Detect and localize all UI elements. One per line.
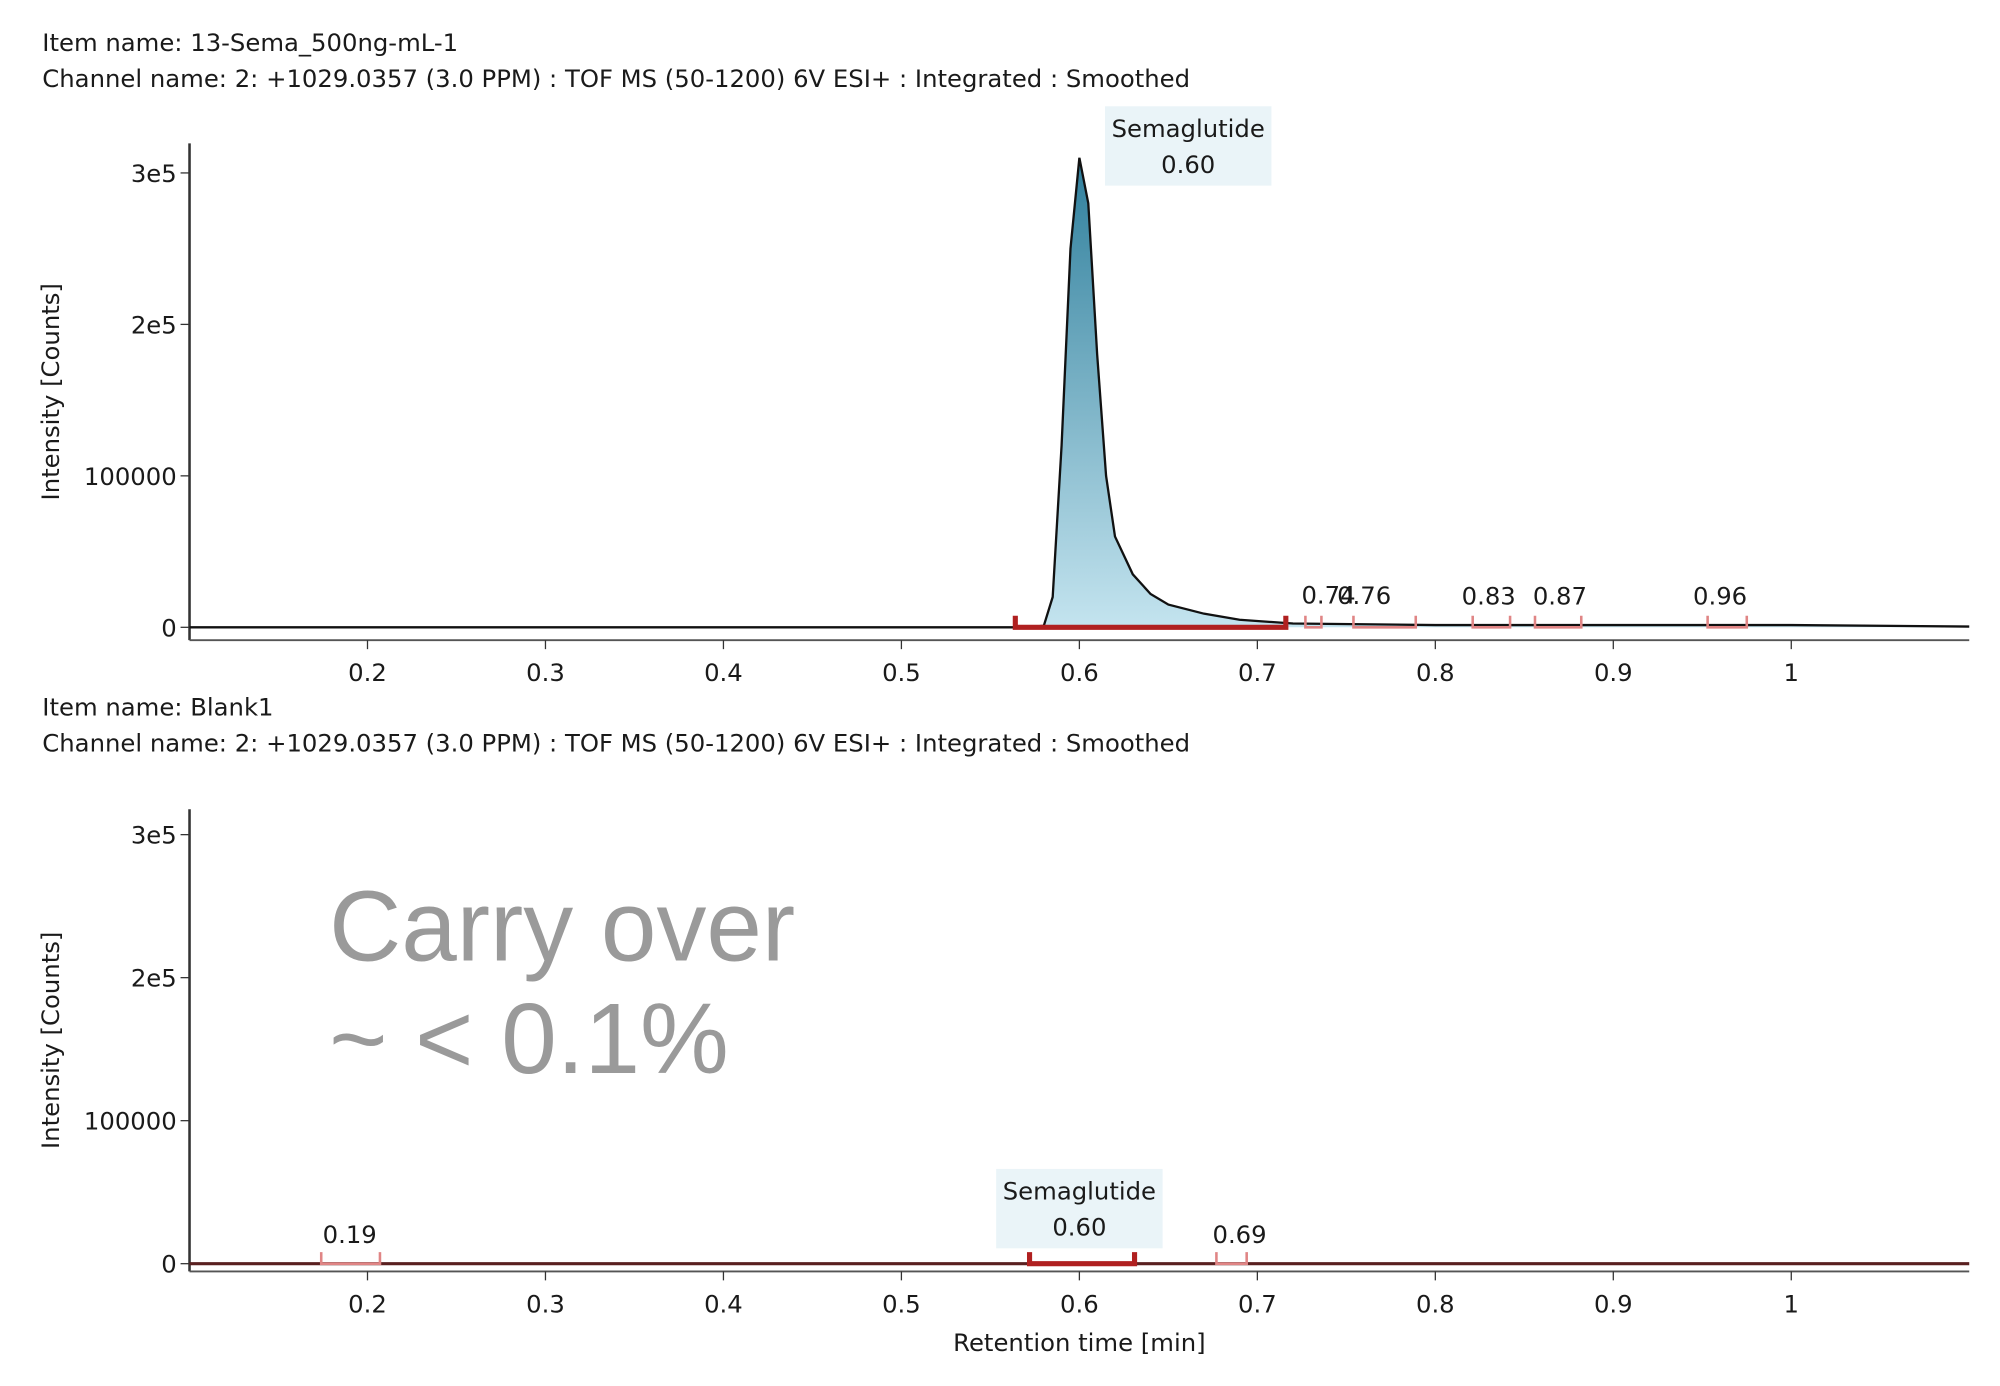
x-tick-label: 1 <box>1784 1289 1799 1318</box>
x-tick-label: 0.3 <box>526 658 565 687</box>
y-tick-label: 2e5 <box>131 964 177 993</box>
x-tick-label: 0.2 <box>348 1289 387 1318</box>
peak-rt-label: 0.60 <box>1161 150 1215 179</box>
peak-rt-label: 0.83 <box>1462 582 1516 611</box>
integration-bar <box>1471 615 1512 629</box>
peak-rt-label: 0.87 <box>1533 582 1587 611</box>
y-tick-label: 2e5 <box>131 310 177 339</box>
peak-rt-label: 0.69 <box>1212 1220 1266 1249</box>
x-tick-label: 0.5 <box>882 658 921 687</box>
x-tick-label: 0.9 <box>1594 658 1633 687</box>
x-axis-label: Retention time [min] <box>953 1328 1205 1357</box>
peak-rt-label: 0.96 <box>1693 582 1747 611</box>
y-axis-label: Intensity [Counts] <box>36 283 65 500</box>
x-tick-label: 0.5 <box>882 1289 921 1318</box>
x-tick-label: 0.9 <box>1594 1289 1633 1318</box>
integration-bar <box>1706 615 1749 629</box>
integration-bar <box>319 1252 382 1265</box>
peak-label-box <box>996 1168 1163 1249</box>
compound-name: Semaglutide <box>1003 1177 1156 1206</box>
y-axis-label: Intensity [Counts] <box>36 932 65 1149</box>
y-tick-label: 100000 <box>84 462 177 491</box>
compound-name: Semaglutide <box>1112 114 1265 143</box>
y-tick-label: 3e5 <box>131 821 177 850</box>
x-tick-label: 1 <box>1784 658 1799 687</box>
peak-rt-label: 0.19 <box>323 1220 377 1249</box>
peak-rt-label: 0.76 <box>1337 581 1391 610</box>
x-tick-label: 0.2 <box>348 658 387 687</box>
y-tick-label: 3e5 <box>131 159 177 188</box>
peak-rt-label: 0.60 <box>1052 1213 1106 1242</box>
x-tick-label: 0.8 <box>1416 658 1455 687</box>
integration-bar <box>1012 615 1289 630</box>
x-tick-label: 0.6 <box>1060 1289 1099 1318</box>
x-tick-label: 0.7 <box>1238 658 1277 687</box>
item-name: Item name: Blank1 <box>42 693 273 722</box>
x-tick-label: 0.8 <box>1416 1289 1455 1318</box>
x-tick-label: 0.4 <box>704 1289 743 1318</box>
y-tick-label: 100000 <box>84 1107 177 1136</box>
channel-name: Channel name: 2: +1029.0357 (3.0 PPM) : … <box>42 64 1190 93</box>
x-tick-label: 0.6 <box>1060 658 1099 687</box>
item-name: Item name: 13-Sema_500ng-mL-1 <box>42 28 458 57</box>
annotation: ~ < 0.1% <box>329 984 729 1095</box>
integration-bar <box>1352 615 1418 629</box>
peak-area <box>189 157 1970 628</box>
integration-bar <box>1215 1252 1248 1265</box>
channel-name: Channel name: 2: +1029.0357 (3.0 PPM) : … <box>42 729 1190 758</box>
integration-bar <box>1026 1252 1138 1267</box>
y-tick-label: 0 <box>161 1250 176 1279</box>
integration-bar <box>1533 615 1583 629</box>
peak-rt-label: 0.74 <box>1301 580 1355 609</box>
annotation: Carry over <box>329 871 795 982</box>
x-tick-label: 0.4 <box>704 658 743 687</box>
y-tick-label: 0 <box>161 613 176 642</box>
peak-label-box <box>1104 106 1272 186</box>
x-tick-label: 0.3 <box>526 1289 565 1318</box>
integration-bar <box>1304 615 1323 629</box>
x-tick-label: 0.7 <box>1238 1289 1277 1318</box>
